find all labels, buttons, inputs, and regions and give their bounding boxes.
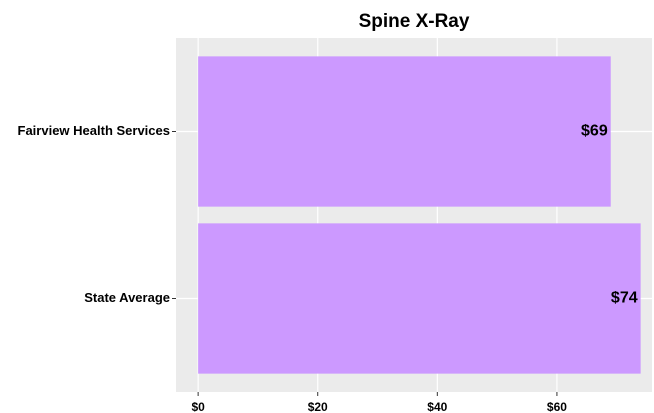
y-tick-label: State Average xyxy=(84,290,170,305)
data-label: $69 xyxy=(581,123,608,140)
x-tick-label: $20 xyxy=(308,400,328,413)
bar xyxy=(198,223,641,374)
y-tick-label: Fairview Health Services xyxy=(18,123,170,138)
x-tick-label: $40 xyxy=(427,400,447,413)
bar xyxy=(198,56,611,207)
data-label: $74 xyxy=(611,290,638,307)
x-tick-label: $0 xyxy=(191,400,205,413)
x-tick-label: $60 xyxy=(547,400,567,413)
chart-title: Spine X-Ray xyxy=(359,11,470,32)
